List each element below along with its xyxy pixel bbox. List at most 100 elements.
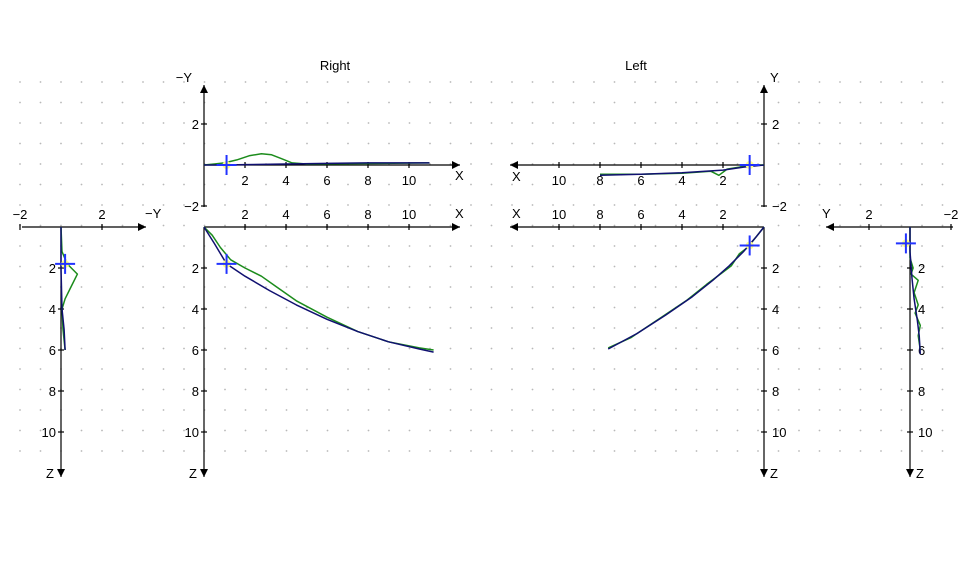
grid-dot (880, 429, 882, 432)
grid-dot (859, 142, 862, 145)
grid-dot (552, 429, 554, 432)
y-axis-label: −Y (176, 70, 193, 85)
grid-dot (429, 409, 431, 411)
title-right: Right (320, 58, 351, 73)
grid-dot (19, 81, 21, 83)
grid-dot (675, 429, 677, 432)
grid-dot (859, 388, 862, 391)
grid-dot (572, 183, 575, 186)
grid-dot (736, 306, 739, 309)
grid-dot (757, 142, 759, 145)
x-axis-arrow (452, 161, 460, 169)
grid-dot (859, 224, 862, 227)
x-axis-label: Y (822, 206, 831, 221)
grid-dot (60, 122, 62, 124)
grid-dot (326, 347, 329, 350)
grid-dot (367, 306, 370, 309)
grid-dot (941, 183, 944, 186)
grid-dot (921, 409, 923, 411)
grid-dot (183, 101, 185, 104)
x-tick-label: 4 (678, 207, 685, 222)
x-tick-label: 6 (637, 173, 644, 188)
grid-dot (285, 265, 288, 268)
grid-dot (80, 224, 83, 227)
grid-dot (695, 81, 698, 83)
grid-dot (900, 245, 903, 247)
grid-dot (880, 101, 882, 104)
grid-dot (613, 224, 616, 227)
grid-dot (552, 122, 554, 124)
grid-dot (695, 204, 698, 206)
grid-dot (880, 81, 882, 83)
grid-dot (593, 101, 595, 104)
grid-dot (39, 429, 42, 432)
grid-dot (654, 142, 657, 145)
grid-dot (224, 286, 226, 288)
grid-dot (593, 204, 595, 206)
grid-dot (777, 224, 780, 227)
grid-dot (183, 409, 185, 411)
grid-dot (347, 81, 349, 83)
grid-dot (818, 81, 821, 83)
grid-dot (798, 163, 800, 165)
grid-dot (142, 142, 144, 145)
grid-dot (511, 183, 513, 186)
grid-dot (675, 409, 677, 411)
grid-dot (121, 81, 124, 83)
grid-dot (552, 306, 554, 309)
grid-dot (941, 429, 944, 432)
grid-dot (142, 183, 144, 186)
grid-dot (224, 388, 226, 391)
grid-dot (183, 245, 185, 247)
grid-dot (367, 81, 370, 83)
grid-dot (777, 183, 780, 186)
grid-dot (675, 101, 677, 104)
grid-dot (654, 183, 657, 186)
x-axis-arrow (138, 223, 146, 231)
grid-dot (593, 347, 595, 350)
grid-dot (101, 142, 103, 145)
grid-dot (203, 81, 206, 83)
grid-dot (285, 347, 288, 350)
grid-dot (777, 204, 780, 206)
grid-dot (818, 450, 821, 452)
grid-dot (675, 327, 677, 329)
grid-dot (880, 245, 882, 247)
grid-dot (777, 409, 780, 411)
grid-dot (511, 122, 513, 124)
grid-dot (306, 450, 308, 452)
grid-dot (224, 327, 226, 329)
grid-dot (716, 122, 718, 124)
grid-dot (613, 368, 616, 370)
grid-dot (19, 286, 21, 288)
grid-dot (695, 306, 698, 309)
grid-dot (552, 388, 554, 391)
grid-dot (839, 183, 841, 186)
grid-dot (183, 81, 185, 83)
grid-dot (552, 101, 554, 104)
grid-dot (449, 327, 452, 329)
grid-dot (531, 245, 534, 247)
x-tick-label: 2 (719, 173, 726, 188)
grid-dot (326, 327, 329, 329)
grid-dot (490, 388, 493, 391)
grid-dot (224, 204, 226, 206)
grid-dot (306, 122, 308, 124)
grid-dot (634, 450, 636, 452)
grid-dot (736, 101, 739, 104)
grid-dot (695, 368, 698, 370)
grid-dot (470, 142, 472, 145)
grid-dot (634, 142, 636, 145)
grid-dot (183, 347, 185, 350)
grid-dot (367, 450, 370, 452)
grid-dot (244, 306, 247, 309)
grid-dot (941, 204, 944, 206)
grid-dot (265, 101, 267, 104)
grid-dot (552, 142, 554, 145)
grid-dot (19, 265, 21, 268)
panel-right-top: 2 4 6 8 10 2 −2 X −Y (176, 70, 464, 214)
y-tick-label: 8 (192, 384, 199, 399)
x-axis-arrow (510, 161, 518, 169)
grid-dot (19, 204, 21, 206)
grid-dot (265, 327, 267, 329)
